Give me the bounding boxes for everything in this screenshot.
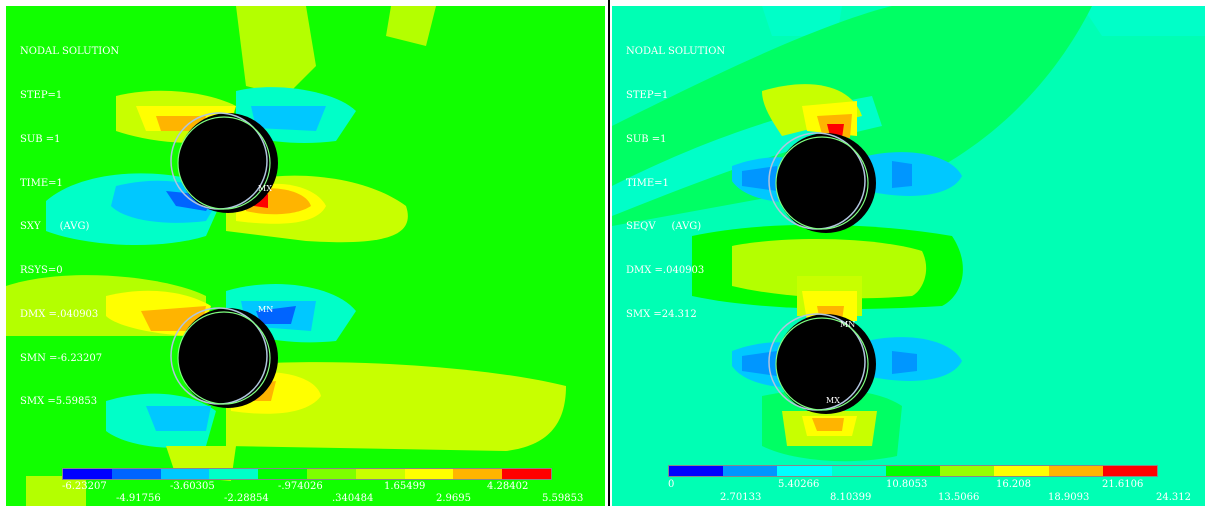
- sxy-contour-field: [6, 6, 605, 506]
- sxy-contour-plot: NODAL SOLUTION STEP=1 SUB =1 TIME=1 SXY …: [6, 6, 605, 506]
- legend-label: 18.9093: [1048, 492, 1090, 503]
- legend-label: 24.312: [1156, 492, 1191, 503]
- min-marker: MN: [840, 320, 856, 329]
- info-line: SMX =5.59853: [20, 396, 98, 408]
- info-line: SEQV (AVG): [626, 221, 702, 233]
- info-line: RSYS=0: [20, 265, 63, 277]
- legend-label: .340484: [332, 493, 374, 504]
- legend-label: -6.23207: [62, 481, 107, 492]
- max-marker: MX: [826, 396, 840, 405]
- max-marker: MX: [258, 184, 272, 193]
- min-marker: MN: [258, 305, 274, 314]
- info-line: SXY (AVG): [20, 221, 90, 233]
- seqv-contour-plot: NODAL SOLUTION STEP=1 SUB =1 TIME=1 SEQV…: [612, 6, 1205, 506]
- legend-label: 5.59853: [542, 493, 584, 504]
- legend-label: -.974026: [278, 481, 323, 492]
- legend-label: 5.40266: [778, 479, 820, 490]
- seqv-contour-field: [612, 6, 1205, 506]
- legend-label: 0: [668, 479, 675, 490]
- info-line: STEP=1: [20, 89, 63, 101]
- info-line: SMX =24.312: [626, 308, 697, 320]
- legend-label: 4.28402: [487, 481, 529, 492]
- legend-label: 2.9695: [436, 493, 471, 504]
- info-line: TIME=1: [20, 177, 63, 189]
- legend-label: -2.28854: [224, 493, 269, 504]
- legend-label: 10.8053: [886, 479, 928, 490]
- legend-label: 16.208: [996, 479, 1031, 490]
- legend-label: 2.70133: [720, 492, 762, 503]
- legend-label: 13.5066: [938, 492, 980, 503]
- info-line: DMX =.040903: [626, 265, 705, 277]
- info-line: STEP=1: [626, 89, 669, 101]
- sxy-legend: -6.23207 -3.60305 -.974026 1.65499 4.284…: [62, 468, 583, 504]
- panel-divider: [606, 0, 612, 506]
- seqv-info-block: NODAL SOLUTION STEP=1 SUB =1 TIME=1 SEQV…: [626, 16, 725, 352]
- legend-label: -4.91756: [116, 493, 161, 504]
- info-line: SUB =1: [20, 133, 61, 145]
- legend-label: 8.10399: [830, 492, 872, 503]
- legend-label: 21.6106: [1102, 479, 1144, 490]
- info-line: TIME=1: [626, 177, 669, 189]
- info-line: NODAL SOLUTION: [626, 46, 726, 58]
- legend-label: 1.65499: [384, 481, 426, 492]
- legend-label: -3.60305: [170, 481, 215, 492]
- info-line: NODAL SOLUTION: [20, 46, 120, 58]
- info-line: DMX =.040903: [20, 308, 99, 320]
- info-line: SMN =-6.23207: [20, 352, 103, 364]
- sxy-info-block: NODAL SOLUTION STEP=1 SUB =1 TIME=1 SXY …: [20, 16, 119, 439]
- info-line: SUB =1: [626, 133, 667, 145]
- seqv-legend: 0 5.40266 10.8053 16.208 21.6106 2.70133…: [668, 465, 1191, 503]
- seqv-color-bar: [668, 465, 1158, 477]
- sxy-color-bar: [62, 468, 552, 480]
